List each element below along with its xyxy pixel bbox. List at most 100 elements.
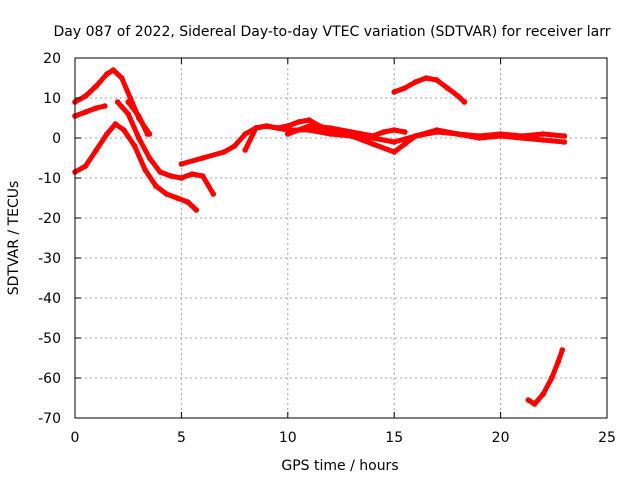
data-point (189, 171, 195, 177)
data-point (525, 397, 532, 403)
data-point (263, 123, 270, 129)
series-arc-4 (115, 99, 216, 197)
x-tick-label: 0 (71, 430, 80, 446)
data-point (112, 121, 119, 127)
data-point (531, 401, 538, 407)
x-tick-label: 25 (598, 430, 616, 446)
data-point (455, 93, 461, 99)
data-point (163, 191, 170, 197)
grid (75, 58, 607, 418)
data-point (561, 133, 568, 139)
data-point (402, 141, 408, 147)
data-point (121, 127, 127, 133)
y-tick-label: 10 (43, 91, 61, 107)
data-point (144, 131, 151, 137)
y-tick-label: 20 (43, 51, 61, 67)
y-tick-label: -50 (38, 331, 61, 347)
data-point (274, 125, 281, 131)
y-tick-label: -40 (38, 291, 61, 307)
data-point (93, 83, 100, 89)
data-point (540, 391, 546, 397)
data-point (559, 347, 566, 353)
y-tick-label: -30 (38, 251, 61, 267)
data-point (125, 111, 131, 117)
data-point (93, 147, 100, 153)
data-point (295, 119, 302, 125)
y-tick-label: -70 (38, 411, 61, 427)
data-point (561, 139, 568, 145)
data-point (412, 79, 419, 85)
data-point (185, 199, 191, 205)
data-point (102, 103, 108, 109)
data-point (110, 67, 117, 73)
data-point (131, 143, 138, 149)
data-point (548, 375, 555, 381)
data-point (174, 195, 180, 201)
data-point (391, 149, 398, 155)
data-point (370, 141, 376, 147)
data-point (423, 75, 429, 81)
data-point (306, 117, 312, 123)
data-point (242, 147, 248, 153)
data-point (153, 183, 159, 189)
data-point (221, 149, 227, 155)
data-point (370, 133, 376, 139)
ticks: 0 5 10 15 20 25 -70 -60 -50 -40 -30 -20 -10 0 10 20 (38, 51, 616, 446)
data-point (412, 133, 419, 139)
data-point (253, 125, 259, 131)
series-arc-2 (72, 103, 108, 119)
data-point (104, 131, 110, 137)
data-point (391, 127, 398, 133)
data-point (540, 137, 546, 143)
data-point (199, 155, 206, 161)
data-point (476, 135, 483, 141)
data-point (178, 161, 185, 167)
data-point (193, 207, 200, 213)
x-tick-label: 15 (385, 430, 403, 446)
data-point (104, 71, 110, 77)
data-point (402, 129, 408, 135)
data-point (136, 135, 142, 141)
data-point (327, 125, 334, 131)
data-point (119, 75, 125, 81)
x-tick-label: 20 (492, 430, 510, 446)
chart-title: Day 087 of 2022, Sidereal Day-to-day VTE… (54, 24, 611, 40)
x-tick-label: 5 (177, 430, 186, 446)
y-axis-label: SDTVAR / TECUs (6, 181, 22, 296)
data-point (444, 85, 451, 91)
data-point (306, 123, 312, 129)
plot-frame (74, 57, 608, 419)
data-point (348, 129, 355, 135)
y-tick-label: -20 (38, 211, 61, 227)
data-point (231, 143, 238, 149)
data-point (455, 131, 461, 137)
data-point (82, 93, 89, 99)
data-point (540, 131, 546, 137)
y-tick-label: 0 (52, 131, 61, 147)
data-point (199, 173, 206, 179)
data-series (72, 67, 568, 407)
data-point (210, 191, 217, 197)
x-tick-label: 10 (279, 430, 297, 446)
data-point (391, 89, 398, 95)
data-point (434, 127, 440, 133)
data-point (391, 139, 398, 145)
data-point (142, 167, 148, 173)
data-point (125, 99, 131, 105)
data-point (461, 99, 468, 105)
data-point (242, 131, 248, 137)
x-axis-label: GPS time / hours (281, 458, 398, 474)
data-point (178, 175, 185, 181)
data-point (380, 129, 387, 135)
data-point (497, 133, 504, 139)
data-point (168, 173, 174, 179)
data-point (555, 359, 561, 365)
data-point (146, 155, 153, 161)
data-point (82, 109, 89, 115)
y-tick-label: -60 (38, 371, 61, 387)
data-point (136, 113, 142, 119)
data-point (114, 99, 121, 105)
data-point (285, 131, 291, 137)
